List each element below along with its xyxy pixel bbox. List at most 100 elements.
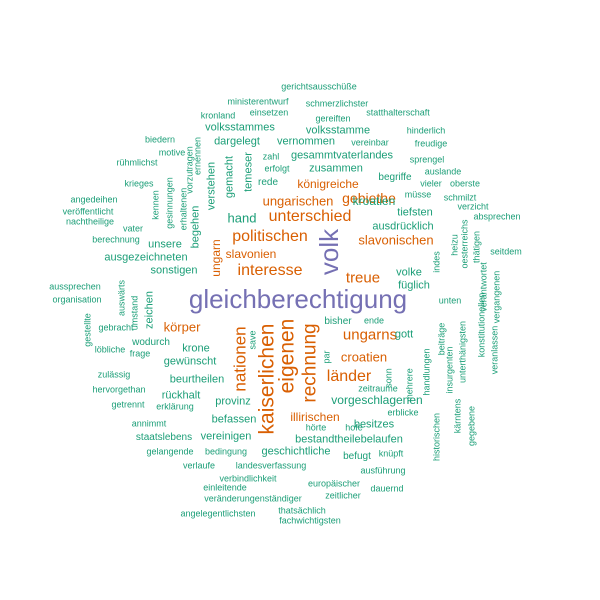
- word-74: erhaltenen: [178, 187, 189, 231]
- word-0: gleichberechtigung: [188, 284, 408, 314]
- word-15: slavonischen: [358, 232, 434, 248]
- word-97: verzicht: [457, 201, 489, 212]
- word-16: slavonien: [225, 247, 277, 261]
- word-12: gebiethe: [342, 190, 396, 206]
- word-138: dauernd: [370, 483, 404, 494]
- word-93: vieler: [420, 178, 442, 189]
- word-75: krieges: [124, 178, 154, 189]
- word-17: körper: [163, 319, 201, 335]
- word-120: vorgeschlagenen: [331, 393, 423, 407]
- word-18: croatien: [340, 349, 388, 365]
- word-128: hörte: [305, 422, 327, 433]
- word-98: absprechen: [473, 211, 521, 222]
- word-32: volksstamme: [305, 124, 371, 137]
- word-87: gerichtsausschüße: [281, 81, 357, 92]
- word-82: einsetzen: [249, 107, 289, 118]
- word-61: gebracht: [98, 322, 134, 333]
- word-110: insurgenten: [444, 346, 455, 394]
- word-141: angelegentlichsten: [180, 508, 256, 519]
- word-103: indes: [431, 251, 442, 273]
- word-44: zeichen: [143, 291, 156, 329]
- word-14: königreiche: [297, 177, 359, 191]
- word-55: staatslebens: [135, 432, 193, 443]
- word-25: begriffe: [378, 172, 412, 183]
- word-135: ausführung: [360, 465, 406, 476]
- word-37: gemacht: [223, 155, 236, 199]
- word-122: besitzes: [353, 418, 395, 431]
- word-11: treue: [345, 269, 381, 287]
- word-84: schmerzlichster: [305, 98, 369, 109]
- word-62: gestellte: [82, 313, 93, 347]
- word-78: rühmlichst: [116, 157, 158, 168]
- word-70: veröffentlicht: [62, 206, 114, 217]
- word-119: save: [247, 330, 258, 350]
- word-5: nationen: [230, 326, 250, 392]
- word-21: hand: [227, 210, 257, 226]
- word-6: unterschied: [268, 208, 352, 225]
- word-67: berechnung: [92, 234, 140, 245]
- word-27: füglich: [398, 279, 430, 292]
- word-126: befugt: [343, 451, 371, 462]
- word-43: sonstigen: [150, 264, 198, 277]
- word-71: angedeihen: [70, 194, 118, 205]
- word-115: gott: [394, 328, 414, 341]
- word-8: interesse: [237, 262, 303, 279]
- word-146: gegebene: [466, 405, 477, 447]
- word-34: dargelegt: [214, 135, 260, 148]
- word-3: eigenen: [275, 318, 299, 394]
- word-1: volk: [314, 228, 344, 276]
- word-30: rede: [257, 177, 279, 188]
- word-130: bedingung: [204, 446, 248, 457]
- word-9: länder: [326, 368, 372, 385]
- word-41: unsere: [148, 238, 182, 251]
- word-31: vernommen: [276, 135, 336, 148]
- word-64: aussprechen: [49, 281, 101, 292]
- word-60: löbliche: [94, 344, 126, 355]
- word-42: ausgezeichneten: [104, 251, 188, 264]
- word-113: handlungen: [421, 348, 432, 396]
- word-109: unterthänigsten: [457, 320, 468, 384]
- word-57: getrennt: [111, 399, 145, 410]
- word-46: gewünscht: [163, 355, 217, 368]
- word-23: ausdrücklich: [372, 220, 434, 233]
- word-2: kaiserlichen: [255, 323, 279, 435]
- word-96: schmilzt: [443, 192, 477, 203]
- word-92: auslande: [424, 166, 462, 177]
- word-79: motive: [158, 147, 186, 158]
- word-105: verantwortet: [478, 262, 489, 312]
- word-132: landesverfassung: [235, 460, 307, 471]
- word-145: kärntens: [452, 398, 463, 434]
- word-54: vereinigen: [200, 430, 252, 443]
- word-51: erklärung: [156, 401, 194, 412]
- word-28: zusammen: [309, 162, 363, 175]
- word-53: befassen: [211, 413, 257, 426]
- word-99: seitdem: [490, 246, 522, 257]
- word-83: ministerentwurf: [227, 96, 289, 107]
- word-80: biedern: [144, 134, 176, 145]
- word-33: volksstammes: [205, 121, 275, 134]
- word-39: verstehen: [205, 161, 218, 211]
- word-136: europäischer: [307, 478, 361, 489]
- word-89: hinderlich: [406, 125, 446, 136]
- word-123: erblicke: [387, 407, 419, 418]
- word-10: ungarns: [342, 326, 398, 344]
- word-95: müsse: [404, 189, 432, 200]
- word-125: geschichtliche: [261, 445, 331, 458]
- word-107: veranlassen: [489, 325, 500, 375]
- word-144: historischen: [431, 412, 442, 462]
- word-13: ungarischen: [262, 193, 334, 209]
- word-48: frage: [129, 348, 151, 359]
- word-77: ernennen: [192, 136, 203, 176]
- word-111: beiträge: [436, 322, 447, 356]
- word-133: verlaufe: [182, 460, 216, 471]
- word-131: gelangende: [146, 446, 194, 457]
- word-91: sprengel: [409, 154, 445, 165]
- word-24: tiefsten: [397, 206, 433, 219]
- word-20: ungarn: [209, 239, 223, 277]
- word-86: statthalterschaft: [366, 107, 430, 118]
- word-139: veränderungenständiger: [204, 493, 302, 504]
- word-58: hervorgethan: [92, 384, 146, 395]
- word-45: krone: [182, 342, 210, 355]
- word-47: wodurch: [132, 337, 170, 348]
- word-85: gereiften: [315, 113, 351, 124]
